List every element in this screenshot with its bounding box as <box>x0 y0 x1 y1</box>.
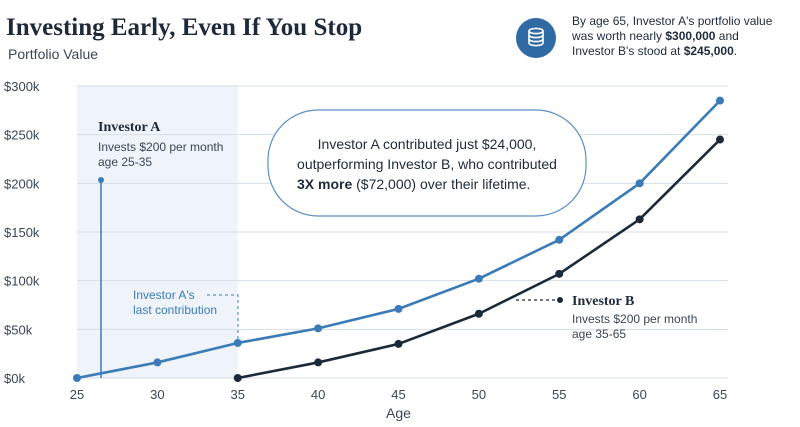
y-tick-label: $300k <box>4 79 40 94</box>
x-axis-label: Age <box>386 405 411 421</box>
callout-line-2: outperforming Investor B, who contribute… <box>297 156 557 172</box>
investor-a-desc-1: Invests $200 per month <box>98 140 223 154</box>
coins-icon <box>516 18 556 58</box>
y-tick-label: $200k <box>4 176 40 191</box>
y-tick-label: $0k <box>4 371 25 386</box>
chart-subtitle: Portfolio Value <box>8 46 99 62</box>
data-point-investor-a <box>716 96 724 105</box>
info-line-2: was worth nearly $300,000 and <box>572 29 739 43</box>
data-point-investor-b <box>555 269 564 278</box>
data-point-investor-b <box>716 135 724 144</box>
y-tick-label: $50k <box>4 322 33 337</box>
data-point-investor-a <box>314 324 323 333</box>
data-point-investor-b <box>635 215 644 224</box>
last-contribution-label-1: Investor A's <box>133 288 195 302</box>
grid-lines <box>77 85 728 379</box>
data-point-investor-a <box>394 304 403 313</box>
callout-line-3: 3X more ($72,000) over their lifetime. <box>297 176 530 192</box>
last-contribution-annotation: Investor A's last contribution <box>133 288 239 340</box>
y-tick-label: $100k <box>4 274 40 289</box>
series-layer <box>73 96 724 382</box>
investor-b-desc-2: age 35-65 <box>572 327 626 341</box>
x-axis: 25 30 35 40 45 50 55 60 65 <box>70 387 727 402</box>
data-point-investor-a <box>474 274 483 283</box>
x-tick-label: 60 <box>632 387 646 402</box>
x-tick-label: 30 <box>150 387 164 402</box>
x-tick-label: 35 <box>231 387 245 402</box>
data-point-investor-b <box>394 339 403 348</box>
x-tick-label: 45 <box>391 387 405 402</box>
data-point-investor-b <box>233 374 242 382</box>
investor-b-desc-1: Invests $200 per month <box>572 312 697 326</box>
last-contribution-label-2: last contribution <box>133 303 217 317</box>
y-tick-label: $250k <box>4 128 40 143</box>
data-point-investor-a <box>635 179 644 188</box>
investor-a-desc-2: age 25-35 <box>98 155 152 169</box>
data-point-investor-a <box>555 235 564 244</box>
info-line-3: Investor B's stood at $245,000. <box>572 44 738 58</box>
contribution-callout: Investor A contributed just $24,000, out… <box>267 109 587 217</box>
data-point-investor-a <box>73 374 81 382</box>
info-line-1: By age 65, Investor A's portfolio value <box>572 14 773 28</box>
data-point-investor-a <box>233 338 242 347</box>
x-tick-label: 40 <box>311 387 325 402</box>
data-point-investor-b <box>474 309 483 318</box>
x-tick-label: 50 <box>472 387 486 402</box>
x-tick-label: 25 <box>70 387 84 402</box>
info-note: By age 65, Investor A's portfolio value … <box>572 14 782 59</box>
y-tick-label: $150k <box>4 225 40 240</box>
data-point-investor-b <box>314 358 323 367</box>
chart-title: Investing Early, Even If You Stop <box>6 14 363 41</box>
x-tick-label: 65 <box>713 387 727 402</box>
investor-a-annotation: Investor A Invests $200 per month age 25… <box>98 120 223 378</box>
x-tick-label: 55 <box>552 387 566 402</box>
investor-b-annotation: Investor B Invests $200 per month age 35… <box>516 294 697 341</box>
investor-b-label: Investor B <box>572 294 634 309</box>
y-axis: $0k $50k $100k $150k $200k $250k $300k <box>4 79 40 386</box>
data-point-investor-a <box>153 358 162 367</box>
callout-line-1: Investor A contributed just $24,000, <box>318 136 537 152</box>
investor-a-label: Investor A <box>98 120 161 135</box>
